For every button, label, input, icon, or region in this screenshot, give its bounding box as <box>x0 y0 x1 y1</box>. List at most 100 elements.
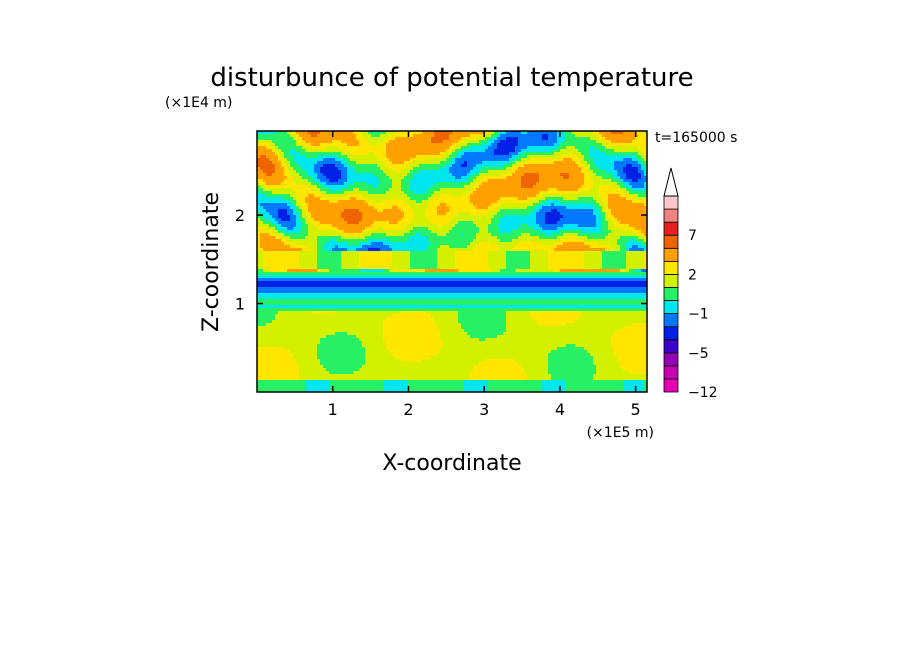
heatmap-cell <box>257 161 261 165</box>
heatmap-cell <box>566 197 570 201</box>
heatmap-cell <box>464 176 468 180</box>
heatmap-cell <box>374 179 378 183</box>
heatmap-cell <box>365 170 369 174</box>
heatmap-cell <box>410 179 414 183</box>
heatmap-cell <box>623 218 627 222</box>
heatmap-cell <box>260 194 264 198</box>
heatmap-cell <box>404 140 408 144</box>
heatmap-cell <box>440 179 444 183</box>
heatmap-cell <box>416 242 420 246</box>
heatmap-cell <box>509 167 513 171</box>
heatmap-cell <box>335 179 339 183</box>
heatmap-cell <box>482 182 486 186</box>
heatmap-cell <box>635 197 639 201</box>
heatmap-cell <box>314 242 318 246</box>
heatmap-cell <box>299 197 303 201</box>
heatmap-cell <box>590 188 594 192</box>
heatmap-cell <box>449 155 453 159</box>
heatmap-cell <box>449 137 453 141</box>
heatmap-cell <box>269 221 273 225</box>
heatmap-cell <box>287 137 291 141</box>
heatmap-cell <box>482 212 486 216</box>
heatmap-cell <box>500 182 504 186</box>
heatmap-cell <box>341 131 345 135</box>
heatmap-cell <box>608 179 612 183</box>
heatmap-cell <box>407 227 411 231</box>
heatmap-cell <box>506 212 510 216</box>
heatmap-cell <box>563 161 567 165</box>
heatmap-cell <box>326 155 330 159</box>
heatmap-cell <box>269 245 273 249</box>
heatmap-cell <box>350 224 354 228</box>
heatmap-cell <box>263 236 267 240</box>
heatmap-cell <box>293 149 297 153</box>
heatmap-cell <box>575 218 579 222</box>
heatmap-cell <box>524 155 528 159</box>
heatmap-cell <box>326 161 330 165</box>
heatmap-cell <box>347 137 351 141</box>
heatmap-cell <box>524 197 528 201</box>
heatmap-cell <box>431 191 435 195</box>
heatmap-cell <box>266 134 270 138</box>
heatmap-cell <box>356 164 360 168</box>
heatmap-cell <box>515 164 519 168</box>
heatmap-cell <box>593 215 597 219</box>
heatmap-cell <box>473 158 477 162</box>
heatmap-cell <box>548 194 552 198</box>
heatmap-cell <box>335 158 339 162</box>
heatmap-cell <box>377 242 381 246</box>
heatmap-cell <box>506 155 510 159</box>
heatmap-cell <box>644 227 647 231</box>
heatmap-cell <box>518 221 522 225</box>
heatmap-cell <box>548 191 552 195</box>
heatmap-cell <box>554 230 558 234</box>
heatmap-cell <box>338 152 342 156</box>
heatmap-cell <box>479 176 483 180</box>
heatmap-cell <box>524 242 528 246</box>
heatmap-cell <box>455 149 459 153</box>
heatmap-cell <box>275 143 279 147</box>
heatmap-cell <box>269 149 273 153</box>
heatmap-cell <box>389 215 393 219</box>
heatmap-cell <box>428 194 432 198</box>
heatmap-cell <box>359 146 363 150</box>
heatmap-cell <box>257 215 261 219</box>
heatmap-cell <box>356 203 360 207</box>
heatmap-cell <box>515 143 519 147</box>
heatmap-cell <box>614 227 618 231</box>
heatmap-cell <box>281 182 285 186</box>
heatmap-cell <box>398 233 402 237</box>
heatmap-cell <box>422 227 426 231</box>
heatmap-cell <box>386 236 390 240</box>
heatmap-cell <box>461 191 465 195</box>
heatmap-cell <box>497 215 501 219</box>
heatmap-cell <box>506 164 510 168</box>
heatmap-cell <box>413 134 417 138</box>
heatmap-cell <box>611 185 615 189</box>
heatmap-cell <box>518 203 522 207</box>
heatmap-cell <box>605 209 609 213</box>
heatmap-cell <box>383 224 387 228</box>
heatmap-cell <box>503 236 507 240</box>
heatmap-cell <box>410 203 414 207</box>
heatmap-cell <box>350 140 354 144</box>
heatmap-cell <box>560 230 564 234</box>
heatmap-cell <box>395 158 399 162</box>
heatmap-cell <box>575 227 579 231</box>
heatmap-cell <box>428 149 432 153</box>
heatmap-cell <box>623 215 627 219</box>
heatmap-cell <box>602 188 606 192</box>
heatmap-cell <box>260 242 264 246</box>
heatmap-cell <box>497 224 501 228</box>
heatmap-cell <box>314 164 318 168</box>
heatmap-cell <box>620 179 624 183</box>
heatmap-cell <box>308 152 312 156</box>
heatmap-cell <box>308 149 312 153</box>
heatmap-cell <box>608 143 612 147</box>
heatmap-cell <box>566 191 570 195</box>
heatmap-cell <box>581 149 585 153</box>
heatmap-cell <box>392 176 396 180</box>
heatmap-cell <box>368 161 372 165</box>
heatmap-cell <box>608 161 612 165</box>
heatmap-cell <box>521 224 525 228</box>
